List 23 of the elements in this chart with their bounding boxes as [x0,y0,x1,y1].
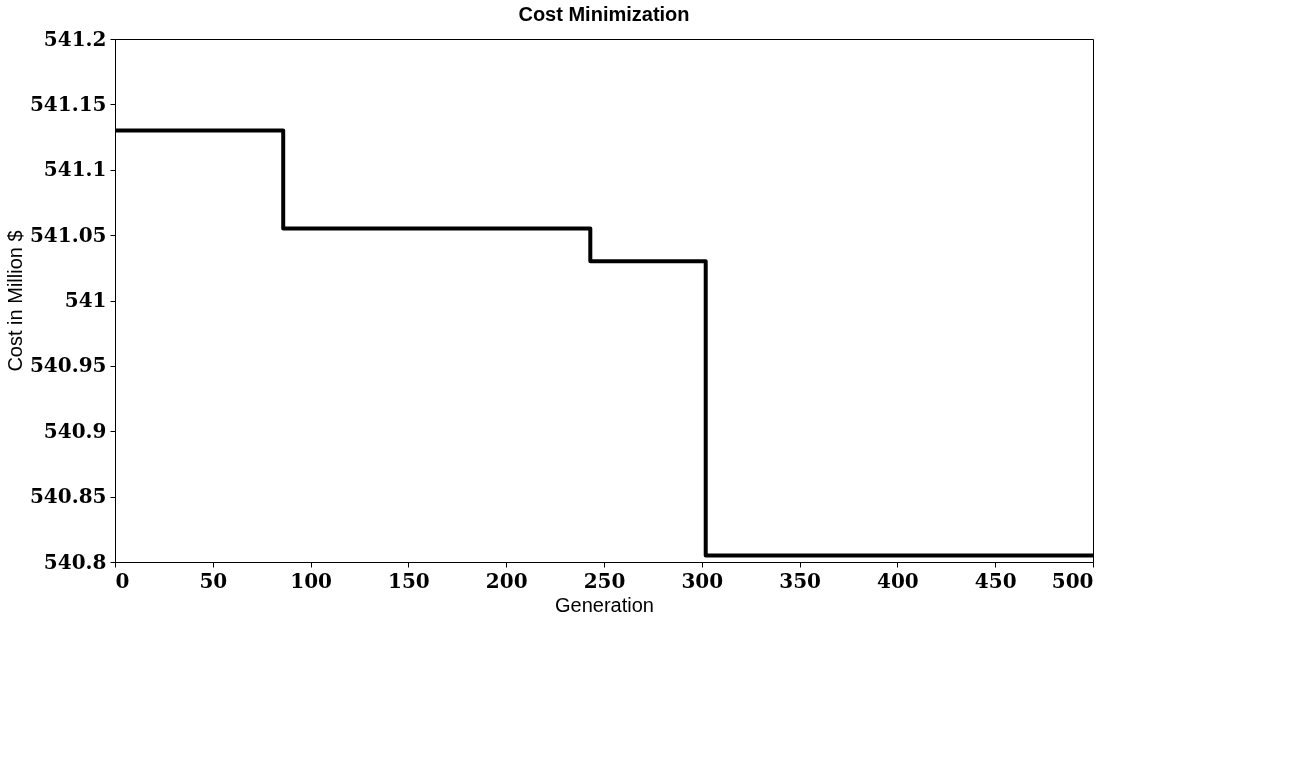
x-tick-label: 400 [877,568,919,593]
y-tick-label: 541.2 [43,26,107,51]
x-tick-label: 50 [199,568,228,593]
y-tick-label: 540.8 [43,549,107,574]
chart-title: Cost Minimization [518,3,690,25]
y-tick-label: 540.95 [29,353,107,378]
y-tick-label: 541.15 [29,91,107,116]
y-tick-label: 541 [64,288,107,312]
x-tick-label: 100 [290,568,332,593]
x-tick-label: 200 [485,568,528,593]
y-tick-label: 540.85 [29,484,107,509]
x-tick-label: 150 [388,568,430,593]
y-tick-label: 541.05 [29,222,107,247]
x-axis-title: Generation [555,593,654,616]
y-tick-label: 541.1 [43,157,107,182]
x-tick-label: 500 [1051,568,1094,593]
y-tick-label: 540.9 [43,418,107,443]
x-tick-label: 450 [974,568,1017,593]
x-tick-label: 350 [779,568,821,593]
x-tick-label: 0 [115,568,130,593]
y-axis-title: Cost in Million $ [3,230,26,372]
x-tick-label: 300 [681,568,724,593]
x-tick-label: 250 [583,568,626,593]
